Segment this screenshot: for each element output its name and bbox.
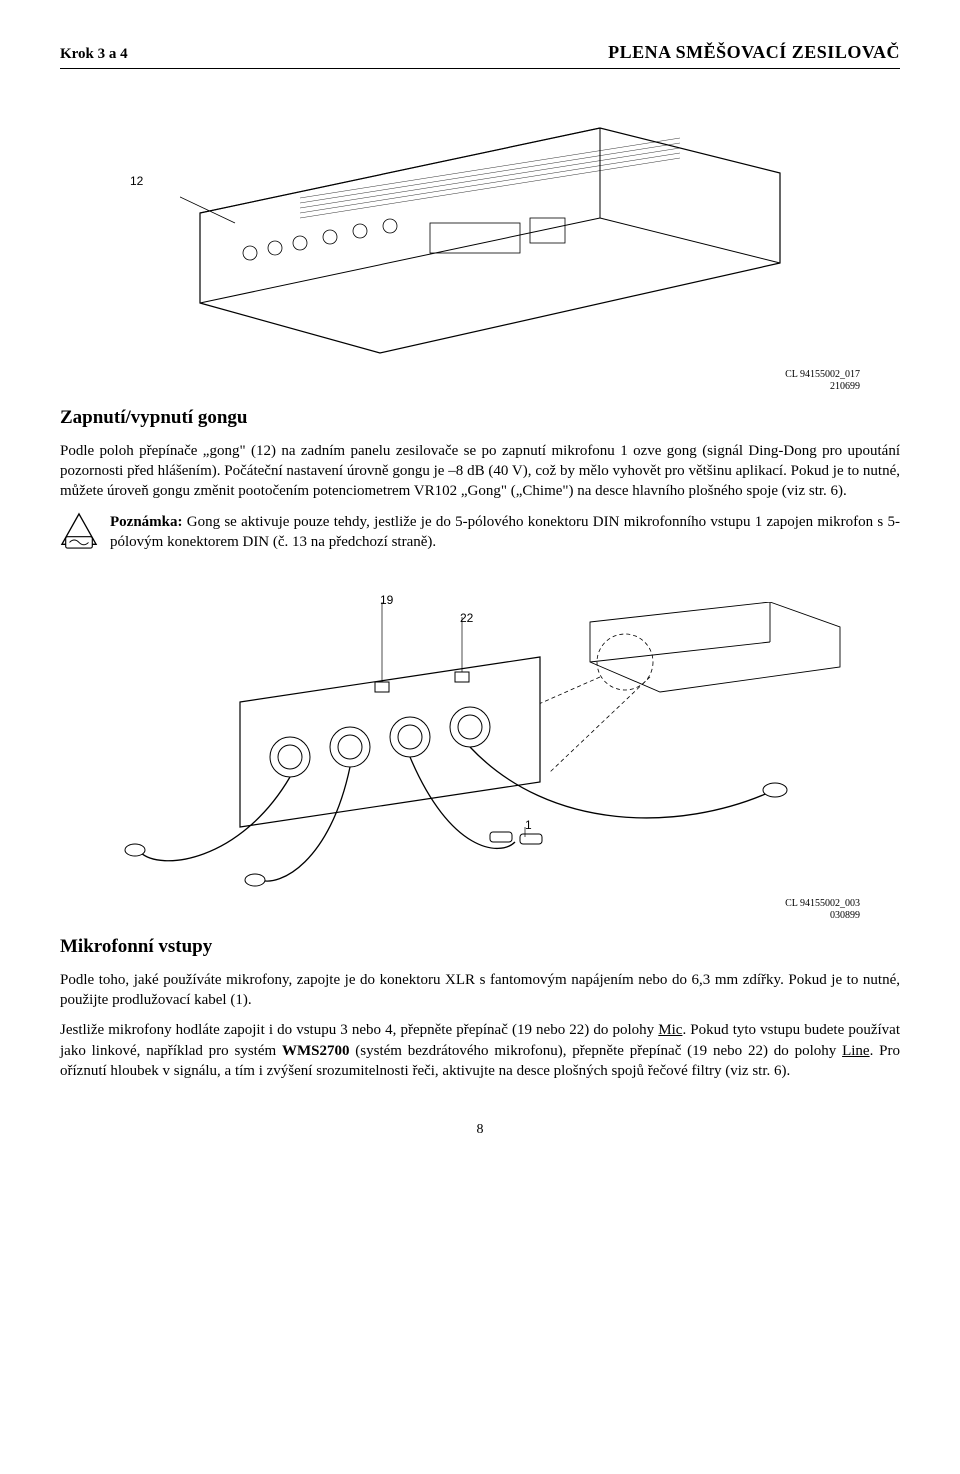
heading-mic-inputs: Mikrofonní vstupy [60,934,900,960]
figure-mic-inputs: 19 22 1 [60,592,900,922]
mic-para1: Podle toho, jaké používáte mikrofony, za… [60,970,900,1011]
page-number: 8 [60,1121,900,1140]
figure1-caption: CL 94155002_017 210699 [785,369,860,393]
mic-p2c: (systém bezdrátového mikrofonu), přepnět… [349,1043,842,1059]
mic-underline-line: Line [842,1043,870,1059]
note-text: Poznámka: Gong se aktivuje pouze tehdy, … [110,512,900,553]
warning-note-icon [60,512,98,550]
fig2-cl: CL 94155002_003 [785,898,860,909]
page-header: Krok 3 a 4 PLENA SMĚŠOVACÍ ZESILOVAČ [60,40,900,69]
page-title: PLENA SMĚŠOVACÍ ZESILOVAČ [608,40,900,64]
note-body: Gong se aktivuje pouze tehdy, jestliže j… [110,514,900,550]
mic-para2: Jestliže mikrofony hodláte zapojit i do … [60,1020,900,1081]
mic-underline-mic: Mic [658,1022,682,1038]
figure2-caption: CL 94155002_003 030899 [785,898,860,922]
figure-amp-isometric: 12 [60,93,900,393]
heading-gong: Zapnutí/vypnutí gongu [60,405,900,431]
gong-paragraph: Podle poloh přepínače „gong" (12) na zad… [60,441,900,502]
mic-p2a: Jestliže mikrofony hodláte zapojit i do … [60,1022,658,1038]
mic-diagram [120,602,860,902]
note-label: Poznámka: [110,514,183,530]
fig2-date: 030899 [830,910,860,921]
wms-model: WMS2700 [282,1043,350,1059]
note-block: Poznámka: Gong se aktivuje pouze tehdy, … [60,512,900,563]
amp-line-drawing [180,103,800,363]
step-label: Krok 3 a 4 [60,44,128,64]
fig1-date: 210699 [830,381,860,392]
fig1-cl: CL 94155002_017 [785,369,860,380]
callout-12: 12 [130,173,143,189]
